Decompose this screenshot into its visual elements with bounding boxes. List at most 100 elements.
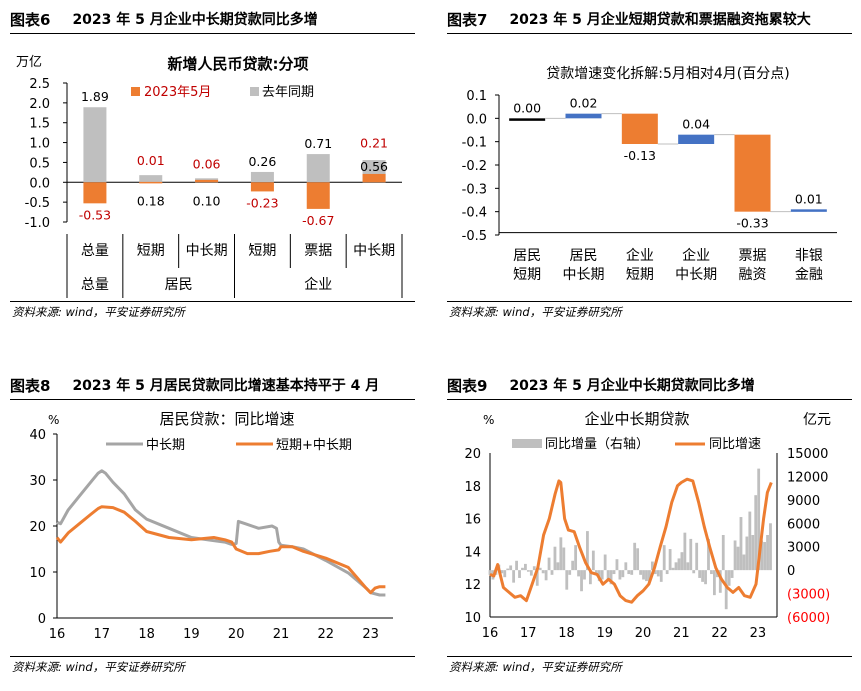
figure-heading: 2023 年 5 月居民贷款同比增速基本持平于 4 月	[72, 378, 380, 394]
increment-bar	[730, 570, 734, 578]
x-tick-label: 23	[750, 626, 767, 641]
x-tick-label: 16	[49, 627, 66, 642]
legend-swatch-last-year	[250, 87, 259, 96]
x-tick-label: 21	[673, 626, 690, 641]
y2-axis-label: 亿元	[803, 412, 831, 428]
y-tick-label: 30	[29, 474, 46, 489]
increment-bar	[559, 537, 563, 571]
y-tick-label: 16	[464, 513, 481, 528]
y-tick-label: 2.5	[29, 77, 50, 92]
y2-tick-label: (6000)	[787, 611, 830, 626]
y-tick-label: 40	[29, 428, 46, 443]
increment-bar	[600, 570, 604, 580]
increment-bar	[515, 560, 518, 571]
x-category-label-line2: 融资	[739, 267, 767, 283]
panel-fig9: 图表9 2023 年 5 月企业中长期贷款同比多增 企业中长期贷款% 亿元 20 18…	[447, 372, 852, 687]
figure-heading: 2023 年 5 月企业短期贷款和票据融资拖累较大	[509, 12, 811, 28]
source-note: 资料来源: wind，平安证券研究所	[449, 660, 622, 674]
panel-fig7: 图表7 2023 年 5 月企业短期贷款和票据融资拖累较大 贷款增速变化拆解:5…	[447, 6, 852, 326]
increment-bar	[754, 495, 758, 571]
panel-title: 图表9 2023 年 5 月企业中长期贷款同比多增	[447, 372, 755, 398]
x-tick-label: 23	[362, 627, 379, 642]
figure-heading: 2023 年 5 月企业中长期贷款同比多增	[509, 378, 755, 394]
x-tick-label: 22	[711, 626, 728, 641]
increment-bar	[662, 545, 666, 571]
increment-bar	[742, 554, 746, 571]
increment-bar	[763, 542, 766, 571]
increment-bar	[606, 570, 610, 581]
increment-bar	[727, 570, 731, 586]
increment-bar	[562, 547, 566, 571]
increment-bar	[650, 561, 654, 571]
panel-title: 图表6 2023 年 5 月企业中长期贷款同比多增	[10, 6, 318, 32]
title-rule	[10, 399, 415, 400]
increment-bar	[692, 570, 696, 574]
increment-bar	[695, 542, 699, 571]
x-tick-label: 17	[94, 627, 111, 642]
increment-bar	[739, 517, 743, 571]
y2-tick-label: 3000	[787, 541, 820, 556]
waterfall-bar	[509, 118, 546, 121]
x-category-label: 票据	[304, 243, 332, 259]
increment-bar	[707, 538, 710, 571]
x-category-label-line1: 非银	[795, 248, 823, 264]
legend-label-medium-long: 中长期	[146, 438, 185, 453]
source-note: 资料来源: wind，平安证券研究所	[449, 305, 622, 319]
increment-bar	[648, 570, 651, 583]
increment-bar	[574, 545, 578, 571]
x-group-label: 企业	[304, 276, 332, 293]
x-tick-label: 16	[482, 626, 499, 641]
y-tick-label: 10	[464, 611, 481, 626]
legend-label-last-year: 去年同期	[262, 85, 314, 100]
increment-bar	[532, 566, 536, 571]
x-category-label-line2: 中长期	[563, 267, 605, 283]
panel-fig8: 图表8 2023 年 5 月居民贷款同比增速基本持平于 4 月 居民贷款：同比增…	[10, 372, 415, 687]
waterfall-bar	[621, 113, 658, 144]
y-tick-label: 0.0	[466, 112, 487, 127]
data-label-last-year: 1.89	[81, 89, 109, 104]
increment-bar	[591, 550, 595, 571]
data-label: -0.13	[624, 148, 656, 163]
data-label-2023-may: -0.53	[79, 207, 111, 222]
y-axis-label: 万亿	[16, 55, 42, 70]
increment-bar	[683, 532, 687, 571]
increment-bar	[701, 570, 704, 582]
y-tick-label: 2.0	[29, 97, 50, 112]
increment-bar	[736, 546, 740, 571]
increment-bar	[733, 540, 737, 571]
increment-bar	[488, 570, 492, 575]
x-tick-label: 18	[558, 626, 575, 641]
y2-tick-label: 15000	[787, 447, 828, 462]
increment-bar	[668, 549, 672, 571]
data-label: 0.02	[570, 96, 598, 111]
bar-2023-may	[362, 173, 386, 183]
bar-last-year	[306, 154, 330, 183]
increment-bar	[588, 570, 592, 585]
increment-bar	[580, 570, 583, 592]
figure-number: 图表9	[447, 376, 488, 395]
y-axis-label: %	[483, 413, 494, 427]
increment-bar	[653, 570, 657, 575]
y-tick-label: -1.0	[25, 216, 50, 231]
y-tick-label: 12	[464, 578, 481, 593]
increment-bar	[665, 570, 669, 575]
increment-bar	[512, 570, 516, 583]
legend-label-short-plus-long: 短期+中长期	[276, 438, 352, 453]
bar-2023-may	[139, 181, 163, 184]
figure-number: 图表7	[447, 10, 488, 29]
series-line-short-plus-long	[55, 505, 386, 595]
bar-last-year	[250, 171, 274, 183]
data-label-2023-may: -0.67	[302, 213, 334, 228]
increment-bar	[503, 570, 507, 578]
x-tick-label: 20	[228, 627, 245, 642]
data-label: -0.33	[736, 216, 768, 231]
increment-bar	[535, 570, 539, 586]
y2-tick-label: 0	[787, 564, 795, 579]
y-tick-label: 1.0	[29, 137, 50, 152]
y2-tick-label: 6000	[787, 517, 820, 532]
increment-bar	[583, 570, 586, 580]
y-tick-label: 0.5	[29, 156, 50, 171]
legend-label-growth: 同比增速	[709, 437, 761, 452]
increment-bar	[524, 563, 527, 571]
x-tick-label: 20	[635, 626, 652, 641]
